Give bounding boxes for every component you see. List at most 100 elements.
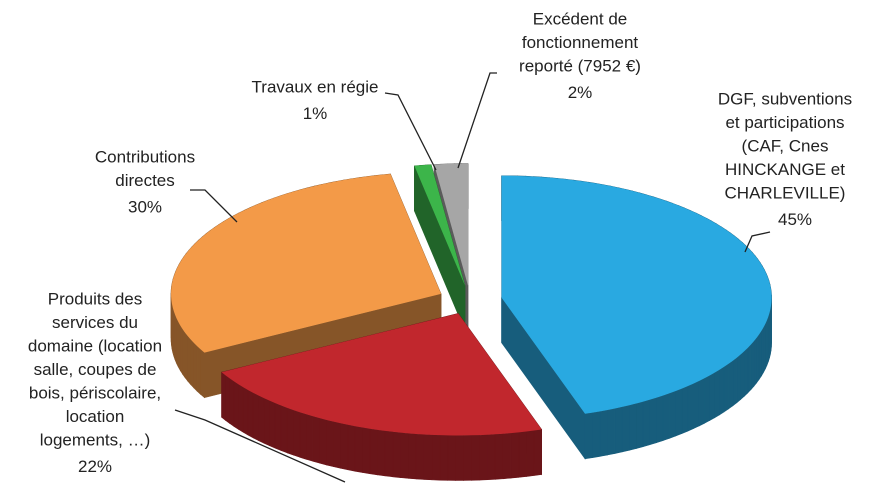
slice-side	[299, 411, 307, 460]
slice-side	[280, 405, 288, 454]
slice-side	[340, 422, 349, 471]
slice-side	[286, 407, 294, 456]
slice-side	[709, 372, 715, 422]
slice-side	[592, 410, 601, 458]
slice-side	[182, 328, 186, 379]
slice-side	[614, 406, 623, 454]
slice-side	[744, 347, 749, 397]
slice-side	[471, 434, 480, 481]
slice-side	[293, 409, 301, 458]
slice-side	[599, 409, 608, 457]
slice-group	[170, 173, 442, 399]
slice-side	[736, 353, 742, 404]
pie-slice	[221, 313, 542, 436]
slice-side	[229, 377, 235, 427]
leader-line	[744, 231, 771, 253]
slice-label: CHARLEVILLE)	[725, 183, 846, 202]
value-label: 22%	[78, 457, 112, 476]
slice-side	[455, 435, 464, 481]
pie-slice	[171, 174, 442, 353]
slice-side	[242, 386, 249, 436]
leader-line	[174, 409, 346, 483]
leader-line	[384, 92, 437, 171]
slice-side	[447, 435, 456, 481]
slice-label: Produits des	[48, 289, 143, 308]
slice-side	[196, 345, 201, 396]
slice-side	[377, 429, 386, 477]
slice-label: et participations	[725, 113, 844, 132]
slice-side	[636, 401, 644, 449]
slice-label: HINCKANGE et	[725, 160, 845, 179]
slice-side	[190, 338, 195, 389]
slice-side	[369, 428, 378, 476]
slice-side	[669, 390, 677, 439]
leader-line	[457, 72, 497, 169]
slice-side	[400, 432, 409, 479]
slice-side	[274, 402, 282, 451]
slice-side	[761, 326, 764, 377]
leader-line	[190, 189, 238, 223]
slice-side	[414, 165, 466, 331]
slice-side	[502, 432, 512, 480]
slice-group	[414, 164, 466, 331]
slice-label: Excédent de	[533, 9, 628, 28]
slice-side	[306, 413, 314, 462]
slice-side	[258, 395, 265, 444]
slice-side	[584, 412, 593, 460]
slice-side	[698, 377, 705, 427]
slice-side	[221, 371, 226, 421]
slice-label: fonctionnement	[522, 33, 639, 52]
slice-side	[662, 392, 670, 441]
slice-side	[312, 415, 320, 464]
slice-side	[687, 383, 694, 432]
slice-side	[621, 404, 630, 453]
slice-side	[200, 348, 205, 399]
slice-side	[263, 397, 270, 447]
slice-side	[326, 419, 334, 468]
value-label: 1%	[303, 104, 328, 123]
slice-side	[747, 343, 752, 394]
slice-side	[681, 385, 689, 435]
slice-side	[533, 429, 542, 476]
slice-side	[180, 324, 183, 376]
value-label: 2%	[568, 83, 593, 102]
slice-label: (CAF, Cnes	[742, 136, 829, 155]
slice-side	[384, 430, 394, 478]
slice-label: domaine (location	[28, 336, 162, 355]
slice-side	[252, 392, 259, 442]
slice-side	[423, 434, 433, 481]
slice-side	[415, 433, 425, 480]
slice-side	[642, 399, 651, 448]
slice-side	[510, 432, 520, 479]
slice-side	[675, 388, 683, 437]
slice-side	[439, 434, 449, 481]
slice-side	[362, 427, 371, 475]
slice-side	[494, 433, 504, 480]
slice-side	[319, 417, 327, 466]
slice-label: bois, périscolaire,	[29, 383, 161, 402]
slice-side	[487, 433, 496, 481]
slice-label: Contributions	[95, 147, 195, 166]
pie-slice	[501, 175, 772, 414]
slice-side	[750, 340, 755, 391]
slice-side	[740, 350, 745, 401]
slice-side	[753, 336, 757, 387]
slice-label: Travaux en régie	[252, 77, 379, 96]
slice-side	[629, 403, 637, 451]
slice-side	[518, 431, 527, 478]
slice-side	[431, 434, 441, 481]
slice-side	[408, 433, 417, 480]
slice-label: DGF, subventions	[718, 89, 852, 108]
slice-label: location	[66, 407, 125, 426]
slice-side	[354, 425, 363, 473]
slice-side	[607, 408, 616, 456]
pie-slice	[434, 163, 468, 286]
slice-side	[463, 434, 472, 481]
slice-side	[758, 329, 762, 381]
value-label: 30%	[128, 197, 162, 216]
slice-side	[728, 360, 734, 410]
slice-side	[656, 395, 664, 444]
slice-side	[233, 380, 239, 430]
slice-side	[392, 431, 401, 478]
